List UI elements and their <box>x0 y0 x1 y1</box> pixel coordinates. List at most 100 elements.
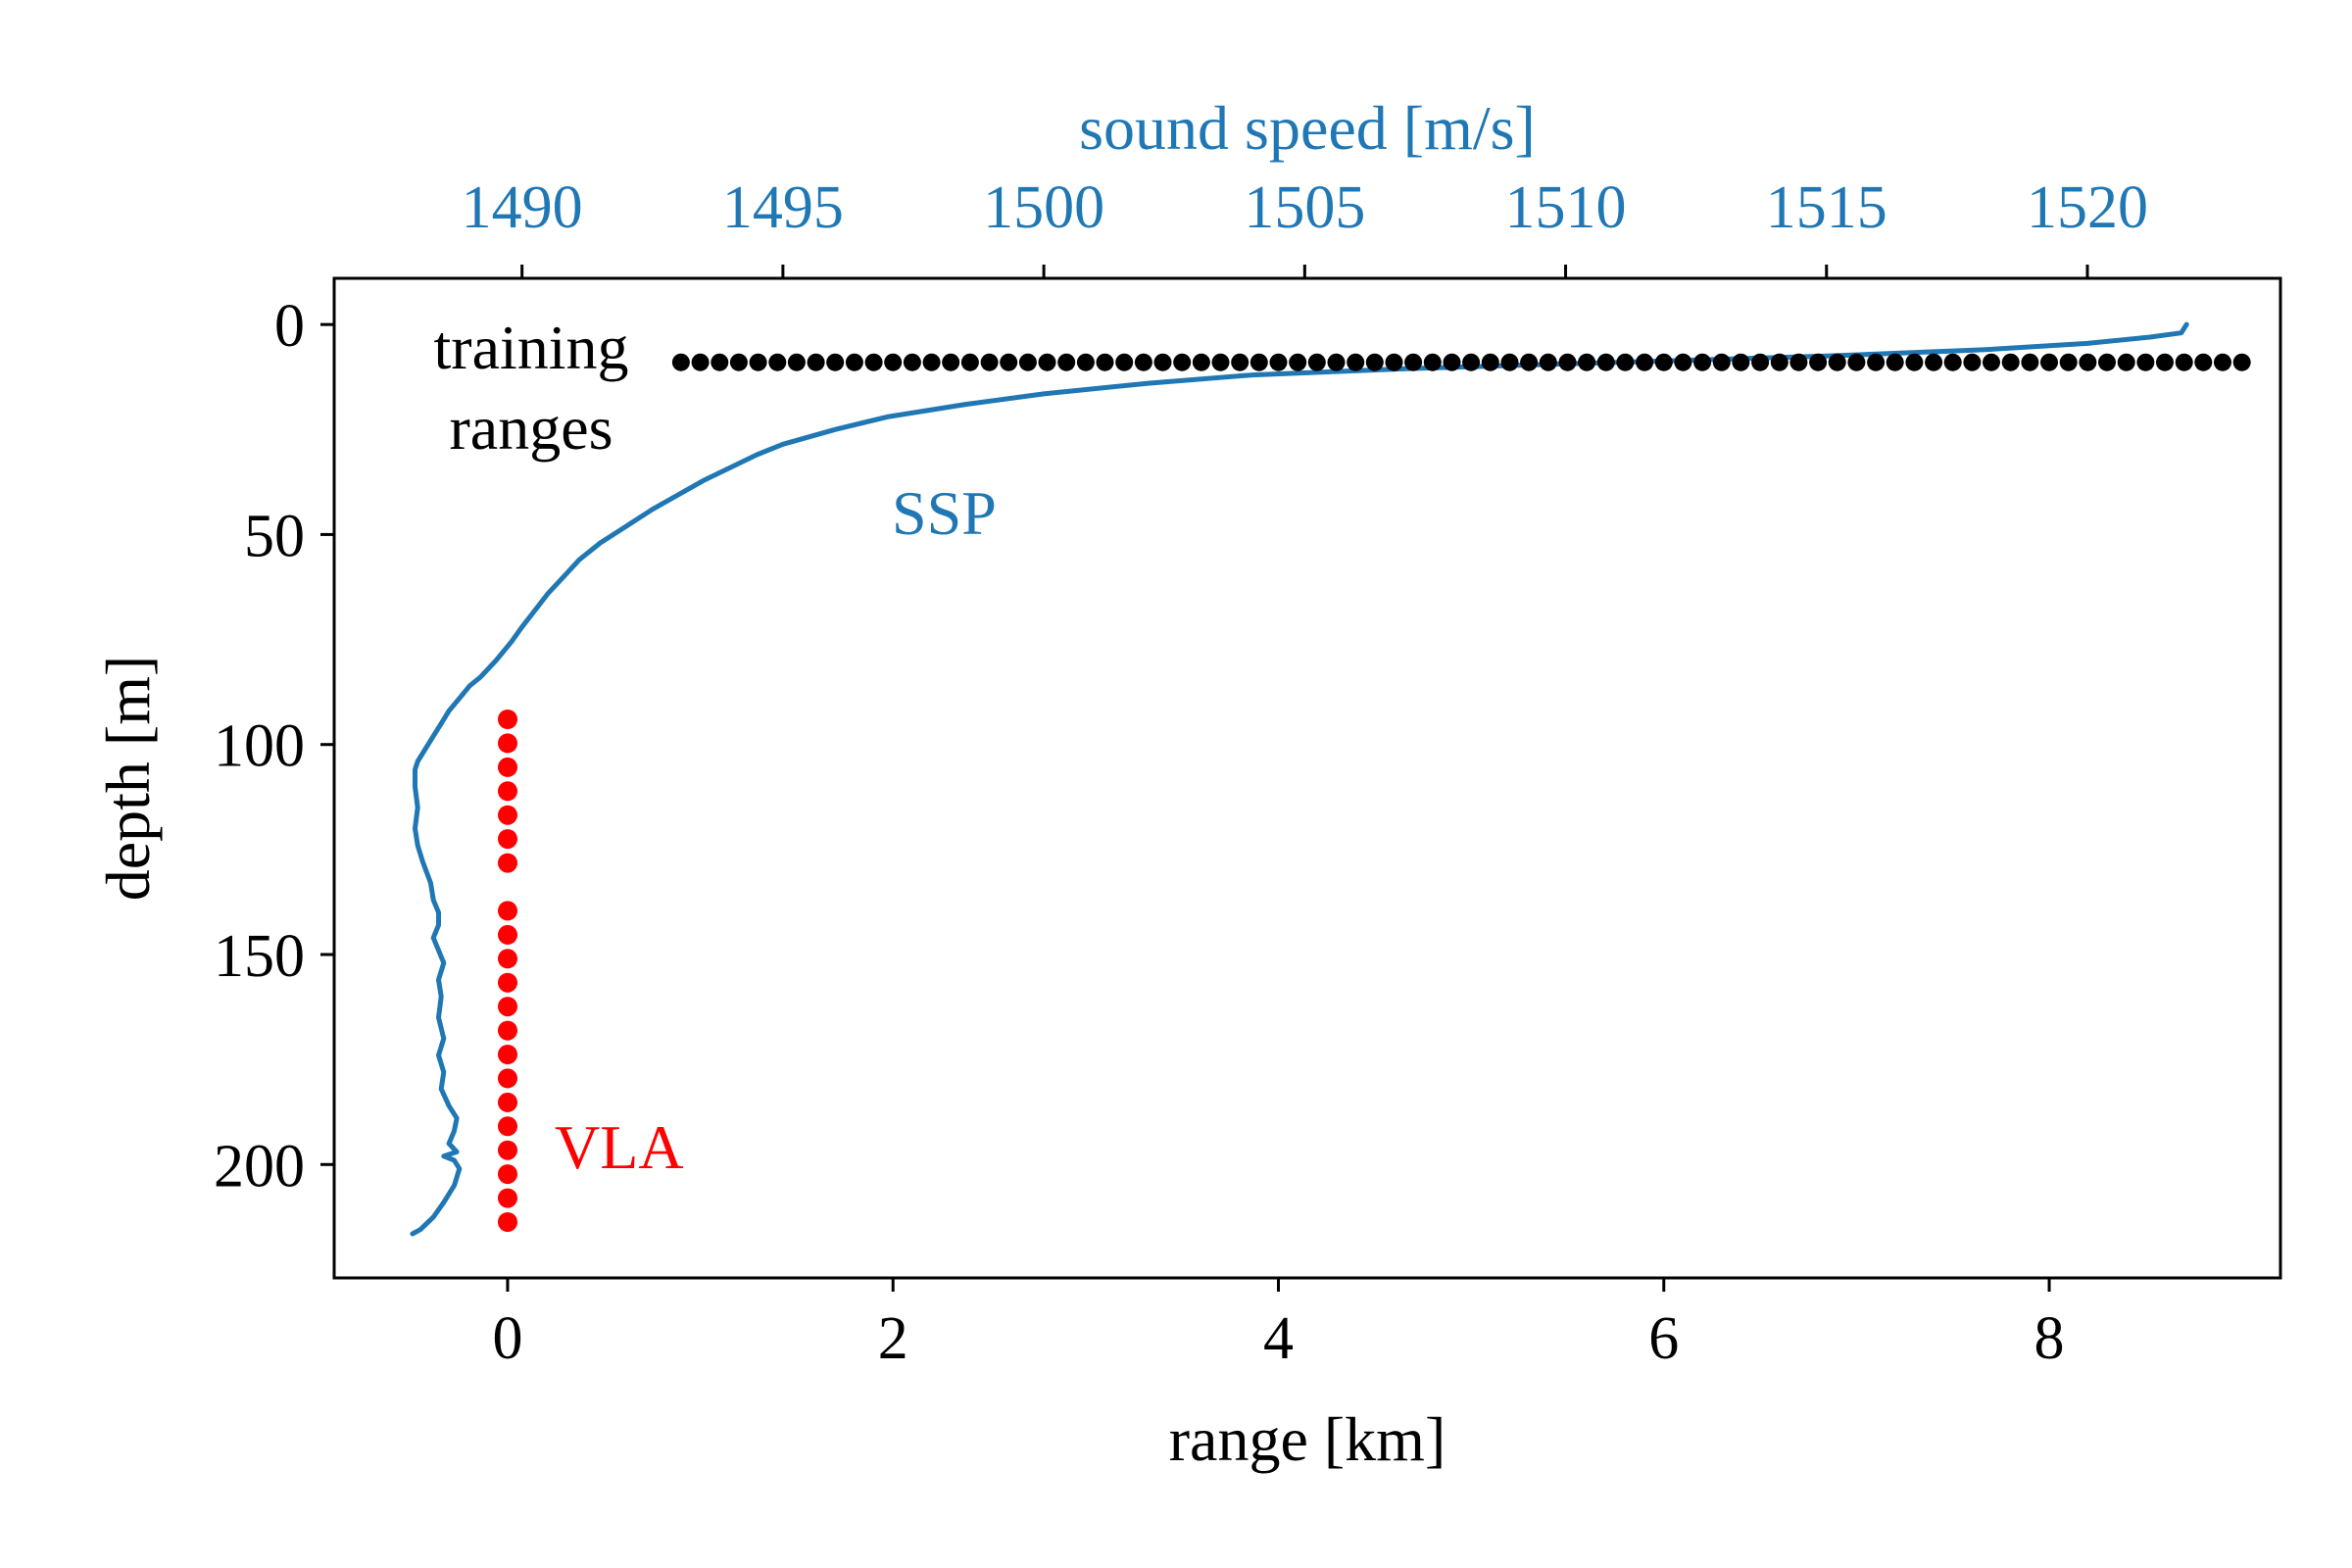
training-range-point <box>671 353 690 371</box>
training-range-point <box>1770 353 1788 371</box>
training-range-point <box>960 353 979 371</box>
training-range-point <box>729 353 748 371</box>
training-range-point <box>1057 353 1076 371</box>
training-range-point <box>710 353 729 371</box>
training-ranges-label-line2: ranges <box>449 393 612 463</box>
training-range-point <box>1018 353 1037 371</box>
vla-point <box>498 757 517 777</box>
training-range-point <box>1289 353 1307 371</box>
top-x-tick-label: 1520 <box>2027 174 2148 241</box>
training-range-point <box>807 353 825 371</box>
vla-point <box>498 972 517 993</box>
left-axis-ticks: 0 50 100 150 200 <box>214 293 334 1200</box>
y-tick-label: 100 <box>214 713 305 780</box>
x-tick-label: 4 <box>1263 1305 1294 1372</box>
bottom-axis-ticks: 0 2 4 6 8 <box>492 1278 2065 1372</box>
vla-point <box>498 1020 517 1041</box>
training-range-point <box>1404 353 1423 371</box>
training-range-point <box>1925 353 1943 371</box>
training-range-point <box>1231 353 1250 371</box>
training-range-point <box>845 353 863 371</box>
vla-point <box>498 781 517 802</box>
training-range-point <box>1693 353 1712 371</box>
training-range-point <box>1462 353 1481 371</box>
training-range-point <box>1211 353 1230 371</box>
training-range-point <box>1500 353 1519 371</box>
training-range-point <box>1616 353 1635 371</box>
training-range-point <box>1520 353 1539 371</box>
vla-point <box>498 805 517 825</box>
training-range-point <box>1443 353 1461 371</box>
top-x-axis-title: sound speed [m/s] <box>1079 93 1536 163</box>
vla-point <box>498 1164 517 1185</box>
y-axis-title: depth [m] <box>93 656 163 902</box>
training-range-point <box>1481 353 1499 371</box>
training-range-point <box>1153 353 1172 371</box>
top-axis-ticks: 1490 1495 1500 1505 1510 1515 1520 <box>462 174 2148 278</box>
top-x-tick-label: 1490 <box>462 174 583 241</box>
training-range-point <box>864 353 883 371</box>
training-range-point <box>1828 353 1846 371</box>
training-range-point <box>2214 353 2231 371</box>
training-range-point <box>1327 353 1346 371</box>
training-range-point <box>1809 353 1828 371</box>
vla-point <box>498 924 517 945</box>
vla-point <box>498 1116 517 1137</box>
training-range-point <box>1654 353 1673 371</box>
training-range-point <box>1558 353 1577 371</box>
training-range-point <box>2098 353 2116 371</box>
training-range-point <box>1269 353 1288 371</box>
training-range-point <box>826 353 845 371</box>
plot-frame <box>332 276 2282 1280</box>
training-range-point <box>884 353 903 371</box>
training-range-point <box>922 353 941 371</box>
training-range-point <box>2021 353 2039 371</box>
training-range-point <box>1905 353 1924 371</box>
vla-point <box>498 901 517 921</box>
training-range-point <box>903 353 921 371</box>
training-range-point <box>691 353 710 371</box>
training-range-point <box>1751 353 1770 371</box>
training-range-point <box>1847 353 1866 371</box>
training-range-point <box>1076 353 1095 371</box>
vla-point <box>498 997 517 1017</box>
training-range-point <box>1636 353 1654 371</box>
top-x-tick-label: 1500 <box>983 174 1104 241</box>
vla-point <box>498 1092 517 1112</box>
training-range-point <box>1596 353 1615 371</box>
training-range-point <box>2232 353 2251 371</box>
training-range-point <box>1000 353 1018 371</box>
training-range-point <box>1886 353 1904 371</box>
top-x-tick-label: 1495 <box>722 174 844 241</box>
vla-point <box>498 1212 517 1232</box>
vla-point <box>498 733 517 754</box>
training-range-point <box>2079 353 2097 371</box>
ssp-series <box>410 321 2189 1237</box>
vla-point <box>498 1140 517 1160</box>
training-range-point <box>1250 353 1268 371</box>
training-range-point <box>1867 353 1886 371</box>
training-range-point <box>1134 353 1152 371</box>
y-tick-label: 0 <box>274 293 305 360</box>
training-range-point <box>1038 353 1056 371</box>
vla-point <box>498 949 517 969</box>
training-range-point <box>2059 353 2078 371</box>
training-range-point <box>1192 353 1210 371</box>
training-range-point <box>2117 353 2135 371</box>
training-range-point <box>2156 353 2174 371</box>
x-tick-label: 2 <box>878 1305 908 1372</box>
x-axis-title: range [km] <box>1169 1404 1446 1474</box>
training-range-point <box>1365 353 1384 371</box>
top-x-tick-label: 1510 <box>1505 174 1627 241</box>
training-range-point <box>2136 353 2155 371</box>
training-range-point <box>1943 353 1962 371</box>
vla-label: VLA <box>555 1112 684 1182</box>
ssp-label: SSP <box>892 478 997 548</box>
training-range-point <box>1423 353 1442 371</box>
vla-point <box>498 829 517 850</box>
training-ranges-series <box>671 353 2251 371</box>
training-range-point <box>1732 353 1750 371</box>
training-range-point <box>1173 353 1192 371</box>
